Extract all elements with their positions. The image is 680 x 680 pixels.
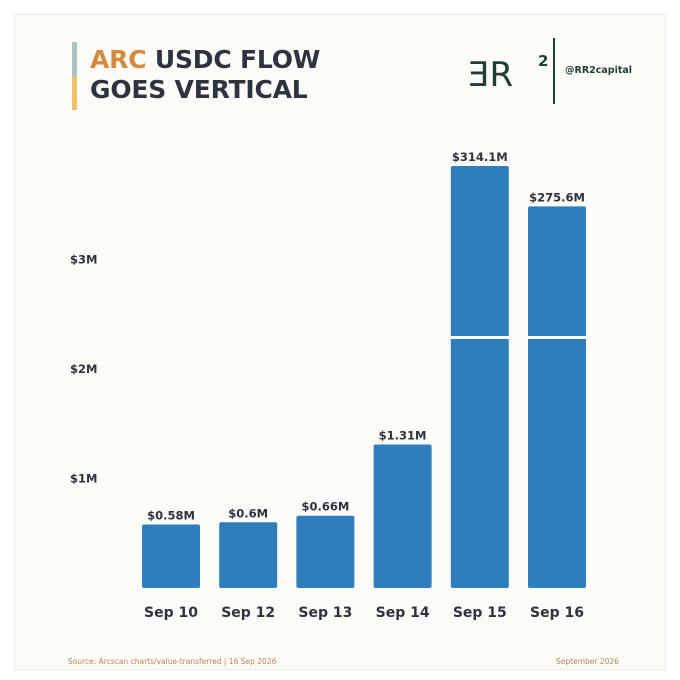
brand-handle: @RR2capital [565,65,633,76]
source-note: Source: Arcscan charts/value-transferred… [68,657,277,666]
title-accent-bar-top [72,42,77,76]
chart-title: ARC USDC FLOW GOES VERTICAL [90,45,320,105]
value-label-sep-13: $0.66M [301,500,349,514]
y-tick-label: $3M [70,253,97,267]
axis-break-gap [527,336,587,339]
y-tick-label: $1M [70,472,97,486]
x-tick-label-sep-10: Sep 10 [144,605,198,621]
bar-sep-14 [373,444,432,588]
bars [142,166,587,588]
bar-sep-16 [528,206,586,588]
value-label-sep-16: $275.6M [529,190,585,204]
title-accent-bar-bottom [72,76,77,110]
bar-sep-12 [219,522,278,588]
title-line1-rest: USDC FLOW [146,45,321,74]
x-tick-label-sep-15: Sep 15 [453,605,507,621]
x-tick-label-sep-14: Sep 14 [376,605,430,621]
logo-text: ƎR [468,55,513,95]
rr2-logo: ƎR 2 [468,52,548,95]
x-tick-label-sep-12: Sep 12 [221,605,275,621]
axis-break-gap [449,336,510,339]
bar-sep-15 [450,166,509,588]
category-labels: Sep 10 Sep 12 Sep 13 Sep 14 Sep 15 Sep 16 [144,605,584,621]
value-label-sep-15: $314.1M [452,150,508,164]
x-tick-label-sep-13: Sep 13 [298,605,352,621]
bar-sep-10 [142,524,200,588]
value-label-sep-14: $1.31M [379,429,427,443]
bar-sep-13 [296,515,355,588]
title-highlight: ARC [90,45,147,74]
logo-superscript: 2 [538,52,548,70]
y-tick-label: $2M [70,362,97,376]
title-line2: GOES VERTICAL [90,75,308,104]
logo-divider [553,38,555,104]
x-tick-label-sep-16: Sep 16 [530,605,584,621]
value-label-sep-12: $0.6M [228,506,268,520]
publication-date: September 2026 [556,657,619,666]
value-label-sep-10: $0.58M [147,508,195,522]
value-labels: $0.58M $0.6M $0.66M $1.31M $314.1M $275.6M [147,150,585,522]
y-axis-ticks: $1M $2M $3M [70,253,97,486]
